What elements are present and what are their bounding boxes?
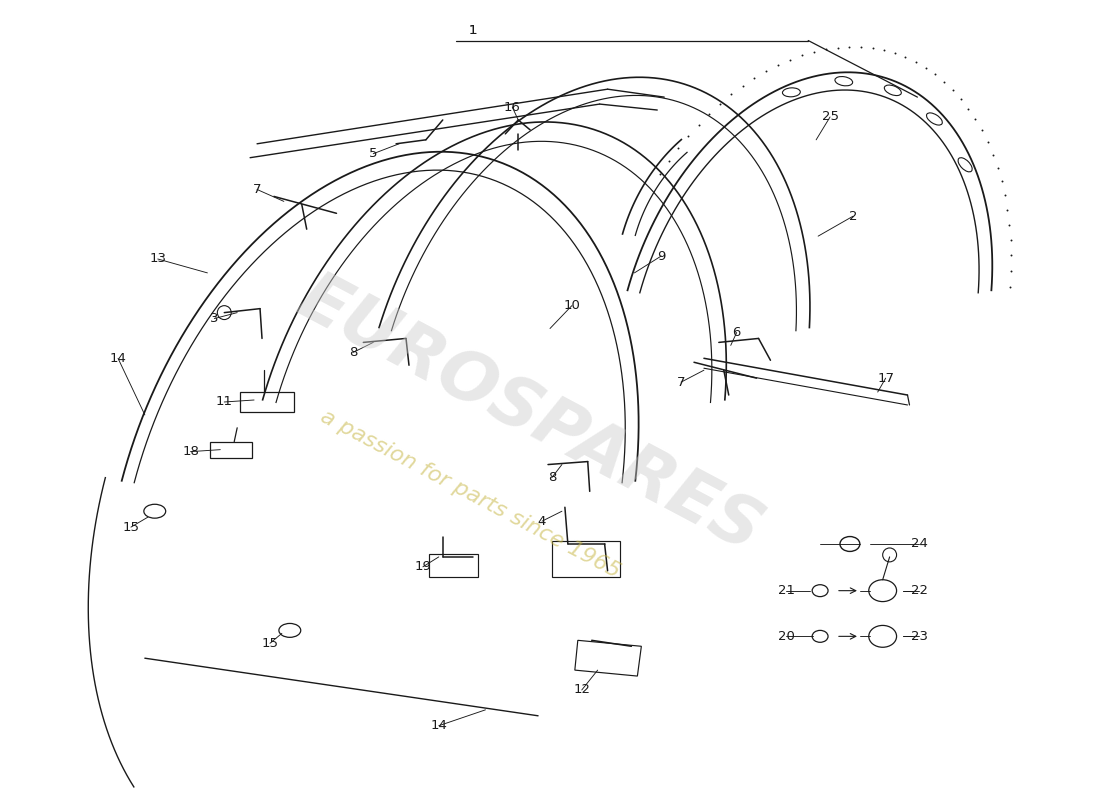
Text: 1: 1 xyxy=(469,24,476,37)
Text: 21: 21 xyxy=(778,584,795,597)
Text: 1: 1 xyxy=(469,24,476,37)
Text: 5: 5 xyxy=(368,147,377,160)
Text: 23: 23 xyxy=(911,630,928,643)
Text: 24: 24 xyxy=(911,538,928,550)
Text: 8: 8 xyxy=(349,346,358,359)
Text: a passion for parts since 1965: a passion for parts since 1965 xyxy=(318,406,624,582)
Text: EUROSPARES: EUROSPARES xyxy=(287,264,773,566)
Text: 15: 15 xyxy=(122,521,140,534)
Text: 18: 18 xyxy=(183,445,199,458)
Text: 16: 16 xyxy=(504,101,520,114)
Text: 19: 19 xyxy=(415,560,431,574)
Text: 17: 17 xyxy=(877,372,894,385)
Text: 7: 7 xyxy=(253,183,262,196)
Text: 25: 25 xyxy=(822,110,838,123)
Text: 2: 2 xyxy=(848,210,857,222)
Text: 20: 20 xyxy=(778,630,795,643)
Text: 10: 10 xyxy=(563,299,581,312)
Text: 14: 14 xyxy=(110,352,126,365)
Text: 13: 13 xyxy=(150,253,166,266)
Text: 4: 4 xyxy=(538,514,547,528)
Text: 8: 8 xyxy=(548,471,557,484)
Text: 15: 15 xyxy=(262,637,278,650)
Text: 14: 14 xyxy=(430,719,448,732)
Text: 7: 7 xyxy=(676,376,685,389)
Text: 22: 22 xyxy=(911,584,928,597)
Text: 12: 12 xyxy=(573,683,591,697)
Text: 3: 3 xyxy=(210,312,219,325)
Text: 6: 6 xyxy=(733,326,741,339)
Text: 9: 9 xyxy=(657,250,665,262)
Text: 11: 11 xyxy=(216,395,233,409)
